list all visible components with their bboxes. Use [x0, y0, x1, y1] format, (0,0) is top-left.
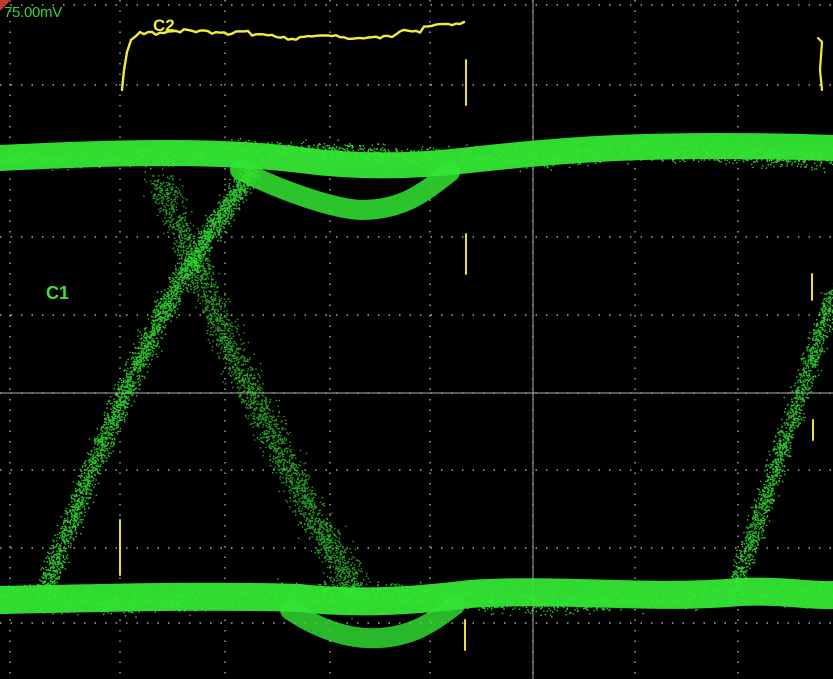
ch1-rising-edge [35, 157, 267, 601]
ch1-high-level-noise [0, 137, 833, 173]
ch2-vertical-glitch-marks [119, 59, 814, 651]
channel2-label: C2 [153, 16, 175, 35]
ch1-rising-edge-right [724, 283, 833, 597]
scale-readout: 75.00mV [4, 4, 62, 21]
ch1-low-level-noise [0, 578, 833, 618]
channel1-label: C1 [46, 283, 70, 303]
ch1-high-level-dip [230, 160, 460, 221]
ch1-low-level-hump [280, 595, 465, 649]
ch1-high-level-band [0, 132, 833, 179]
ch2-waveform-trace [120, 20, 466, 92]
trigger-marker-icon[interactable] [0, 0, 11, 11]
ch1-falling-edge [143, 165, 377, 620]
ch2-waveform-trace-right [816, 36, 824, 92]
